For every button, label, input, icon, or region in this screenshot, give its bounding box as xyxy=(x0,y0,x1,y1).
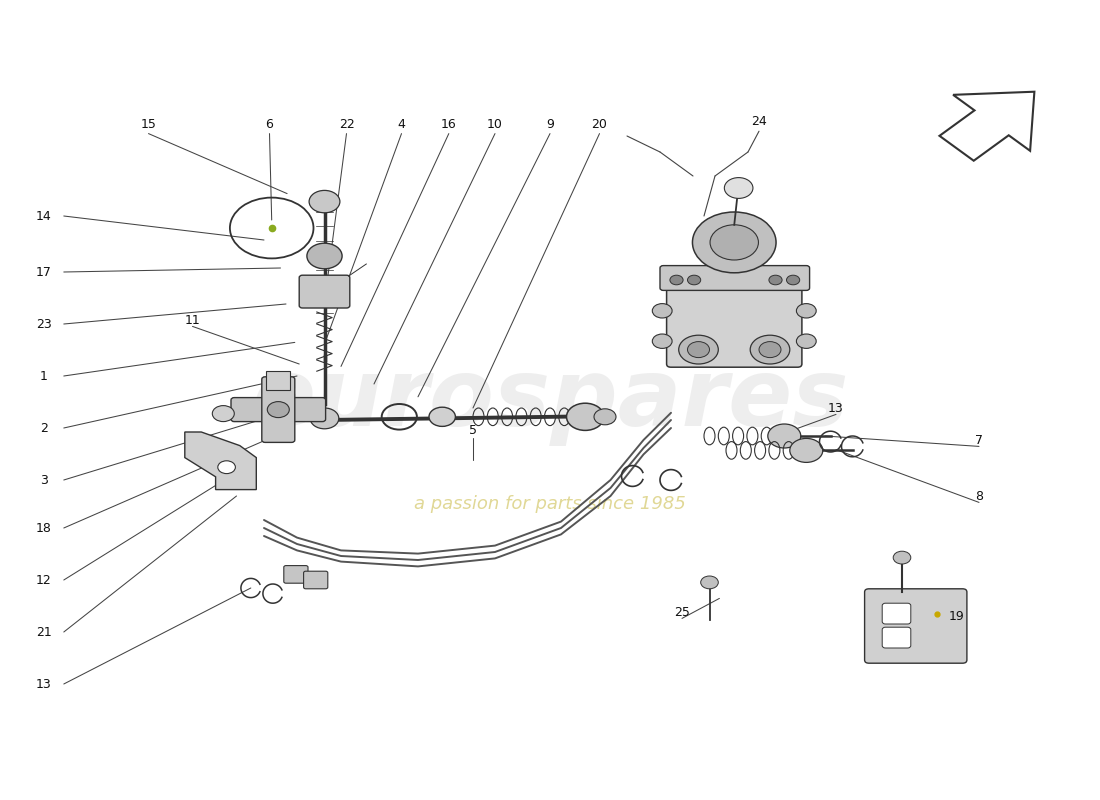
Circle shape xyxy=(701,576,718,589)
Text: 15: 15 xyxy=(141,118,156,130)
Text: 14: 14 xyxy=(36,210,52,222)
Circle shape xyxy=(566,403,604,430)
Text: 17: 17 xyxy=(36,266,52,278)
FancyBboxPatch shape xyxy=(266,371,290,390)
Text: 22: 22 xyxy=(339,118,354,130)
Circle shape xyxy=(670,275,683,285)
Circle shape xyxy=(310,408,339,429)
Circle shape xyxy=(786,275,800,285)
Circle shape xyxy=(769,275,782,285)
Text: eurospares: eurospares xyxy=(251,354,849,446)
Text: 2: 2 xyxy=(40,422,48,434)
Circle shape xyxy=(429,407,455,426)
Text: 24: 24 xyxy=(751,115,767,128)
Text: 11: 11 xyxy=(185,314,200,326)
Circle shape xyxy=(693,212,777,273)
Text: 10: 10 xyxy=(487,118,503,130)
Text: 13: 13 xyxy=(828,402,844,414)
FancyBboxPatch shape xyxy=(299,275,350,308)
Text: 6: 6 xyxy=(265,118,274,130)
FancyBboxPatch shape xyxy=(284,566,308,583)
FancyBboxPatch shape xyxy=(262,377,295,442)
FancyBboxPatch shape xyxy=(882,603,911,624)
Circle shape xyxy=(711,225,759,260)
Circle shape xyxy=(768,424,801,448)
Circle shape xyxy=(796,334,816,349)
Text: 13: 13 xyxy=(36,678,52,690)
Text: 12: 12 xyxy=(36,574,52,586)
Circle shape xyxy=(893,551,911,564)
FancyBboxPatch shape xyxy=(865,589,967,663)
Text: 23: 23 xyxy=(36,318,52,330)
Text: 19: 19 xyxy=(949,610,965,622)
Circle shape xyxy=(759,342,781,358)
FancyBboxPatch shape xyxy=(660,266,810,290)
Circle shape xyxy=(267,402,289,418)
Circle shape xyxy=(218,461,235,474)
Text: 25: 25 xyxy=(674,606,690,618)
Circle shape xyxy=(724,178,752,198)
FancyBboxPatch shape xyxy=(304,571,328,589)
Text: 21: 21 xyxy=(36,626,52,638)
Text: 7: 7 xyxy=(975,434,983,446)
Circle shape xyxy=(790,438,823,462)
Text: 9: 9 xyxy=(546,118,554,130)
Text: 5: 5 xyxy=(469,424,477,437)
Text: 16: 16 xyxy=(441,118,456,130)
Polygon shape xyxy=(185,432,256,490)
Circle shape xyxy=(688,342,710,358)
Text: a passion for parts since 1985: a passion for parts since 1985 xyxy=(414,495,686,513)
Circle shape xyxy=(307,243,342,269)
Circle shape xyxy=(212,406,234,422)
Circle shape xyxy=(652,334,672,349)
Circle shape xyxy=(796,303,816,318)
Text: 4: 4 xyxy=(397,118,406,130)
FancyBboxPatch shape xyxy=(231,398,326,422)
Text: 18: 18 xyxy=(36,522,52,534)
FancyBboxPatch shape xyxy=(882,627,911,648)
Text: 1: 1 xyxy=(40,370,48,382)
Text: 20: 20 xyxy=(592,118,607,130)
Circle shape xyxy=(688,275,701,285)
Text: 3: 3 xyxy=(40,474,48,486)
Circle shape xyxy=(750,335,790,364)
Circle shape xyxy=(594,409,616,425)
Circle shape xyxy=(652,303,672,318)
Text: 8: 8 xyxy=(975,490,983,502)
Circle shape xyxy=(679,335,718,364)
Circle shape xyxy=(309,190,340,213)
FancyBboxPatch shape xyxy=(667,285,802,367)
